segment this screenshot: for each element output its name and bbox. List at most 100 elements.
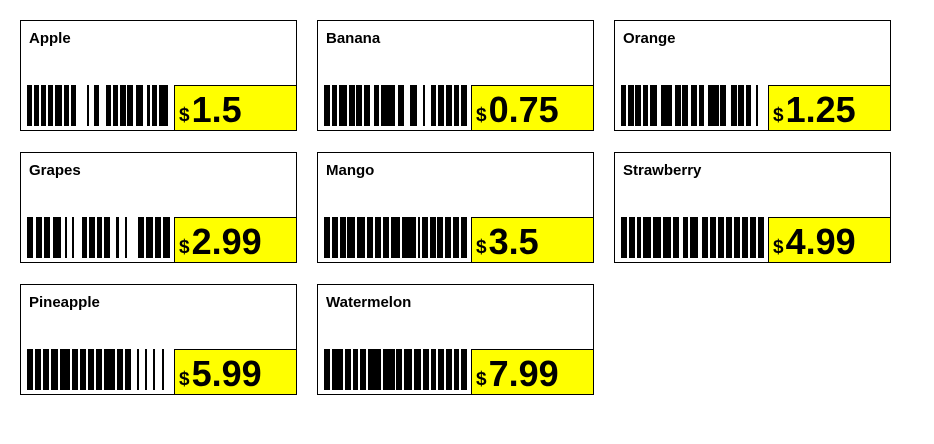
barcode-bar	[446, 85, 452, 126]
barcode-bar	[390, 217, 401, 258]
barcode-bar	[356, 85, 363, 126]
barcode-bar	[453, 349, 460, 390]
price-box: $ 2.99	[174, 217, 296, 262]
barcode-bar	[720, 85, 726, 126]
barcode-bar	[145, 349, 148, 390]
barcode-bar	[628, 85, 634, 126]
barcode-bar	[344, 349, 351, 390]
price-amount: 5.99	[191, 353, 262, 394]
barcode-bar	[652, 217, 661, 258]
barcode-bar	[649, 85, 658, 126]
product-name: Grapes	[29, 162, 81, 179]
barcode-bar	[113, 85, 119, 126]
barcode-bar	[27, 85, 33, 126]
barcode-bar	[331, 217, 338, 258]
price-label-orange: Orange $ 1.25	[614, 20, 891, 131]
product-name: Apple	[29, 30, 71, 47]
barcode-bar	[373, 85, 380, 126]
barcode-bar	[718, 217, 725, 258]
barcode-bar	[116, 349, 123, 390]
barcode	[324, 85, 467, 126]
barcode-bar	[364, 85, 370, 126]
barcode	[621, 217, 764, 258]
barcode-bar	[55, 85, 63, 126]
barcode-bar	[446, 349, 452, 390]
barcode-bar	[445, 217, 452, 258]
barcode-bar	[158, 85, 168, 126]
barcode-bar	[398, 85, 405, 126]
barcode-bar	[104, 349, 115, 390]
barcode-bar	[756, 85, 759, 126]
currency-symbol: $	[773, 237, 784, 258]
barcode-bar	[331, 349, 344, 390]
barcode-bar	[34, 85, 40, 126]
barcode-bar	[691, 85, 697, 126]
barcode-bar	[86, 85, 89, 126]
barcode-bar	[27, 217, 34, 258]
barcode-bar	[710, 217, 717, 258]
barcode	[621, 85, 764, 126]
currency-symbol: $	[179, 369, 190, 390]
barcode-bar	[707, 85, 719, 126]
barcode-bar	[749, 217, 756, 258]
barcode-bar	[163, 217, 170, 258]
barcode-bar	[80, 349, 87, 390]
price-amount: 7.99	[488, 353, 559, 394]
currency-symbol: $	[179, 105, 190, 126]
price-amount: 4.99	[785, 221, 856, 262]
currency-symbol: $	[179, 237, 190, 258]
price-box: $ 0.75	[471, 85, 593, 130]
barcode-bar	[65, 217, 68, 258]
price-label-apple: Apple $ 1.5	[20, 20, 297, 131]
price-label-grid: Apple $ 1.5 Banana $ 0.75 Orange $ 1.25 …	[20, 20, 891, 395]
barcode-bar	[41, 85, 47, 126]
barcode-bar	[44, 217, 51, 258]
price-box: $ 1.25	[768, 85, 890, 130]
price-box: $ 1.5	[174, 85, 296, 130]
barcode-bar	[382, 217, 389, 258]
price-box: $ 7.99	[471, 349, 593, 394]
barcode-bar	[635, 85, 641, 126]
barcode-bar	[726, 217, 733, 258]
barcode-bar	[59, 349, 70, 390]
barcode	[27, 85, 170, 126]
barcode-bar	[70, 85, 77, 126]
barcode-bar	[682, 217, 689, 258]
barcode	[27, 217, 170, 258]
product-name: Pineapple	[29, 294, 100, 311]
price-label-watermelon: Watermelon $ 7.99	[317, 284, 594, 395]
barcode-bar	[383, 349, 395, 390]
price-label-banana: Banana $ 0.75	[317, 20, 594, 131]
barcode-bar	[675, 85, 681, 126]
barcode-bar	[421, 217, 428, 258]
barcode-bar	[153, 349, 156, 390]
barcode-space	[127, 217, 138, 258]
barcode-bar	[745, 85, 752, 126]
barcode-bar	[93, 85, 100, 126]
barcode-bar	[357, 217, 366, 258]
barcode-bar	[97, 217, 102, 258]
barcode-bar	[381, 85, 395, 126]
barcode-bar	[88, 349, 95, 390]
product-name: Orange	[623, 30, 676, 47]
barcode-bar	[396, 349, 403, 390]
barcode-bar	[124, 217, 128, 258]
barcode-bar	[430, 349, 437, 390]
barcode-bar	[437, 217, 444, 258]
barcode-bar	[136, 85, 144, 126]
barcode-space	[99, 85, 106, 126]
barcode-bar	[124, 349, 131, 390]
barcode-bar	[116, 217, 119, 258]
barcode-bar	[348, 85, 355, 126]
barcode-bar	[352, 349, 359, 390]
barcode-bar	[690, 217, 699, 258]
barcode-bar	[404, 349, 412, 390]
barcode-bar	[698, 85, 705, 126]
barcode-bar	[324, 85, 330, 126]
barcode-bar	[347, 217, 356, 258]
price-amount: 3.5	[488, 221, 539, 262]
price-label-mango: Mango $ 3.5	[317, 152, 594, 263]
barcode-bar	[127, 85, 133, 126]
barcode-bar	[636, 217, 641, 258]
barcode-bar	[417, 217, 420, 258]
